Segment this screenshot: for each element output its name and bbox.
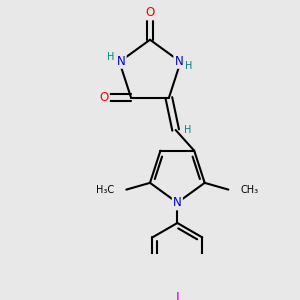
Text: CH₃: CH₃	[240, 184, 258, 195]
Text: N: N	[175, 55, 183, 68]
Text: O: O	[146, 6, 154, 19]
Text: H: H	[185, 61, 193, 71]
Text: O: O	[99, 92, 109, 104]
Text: H₃C: H₃C	[96, 184, 115, 195]
Text: N: N	[173, 196, 182, 209]
Text: N: N	[117, 55, 125, 68]
Text: H: H	[107, 52, 115, 62]
Text: I: I	[176, 291, 179, 300]
Text: H: H	[184, 125, 191, 135]
